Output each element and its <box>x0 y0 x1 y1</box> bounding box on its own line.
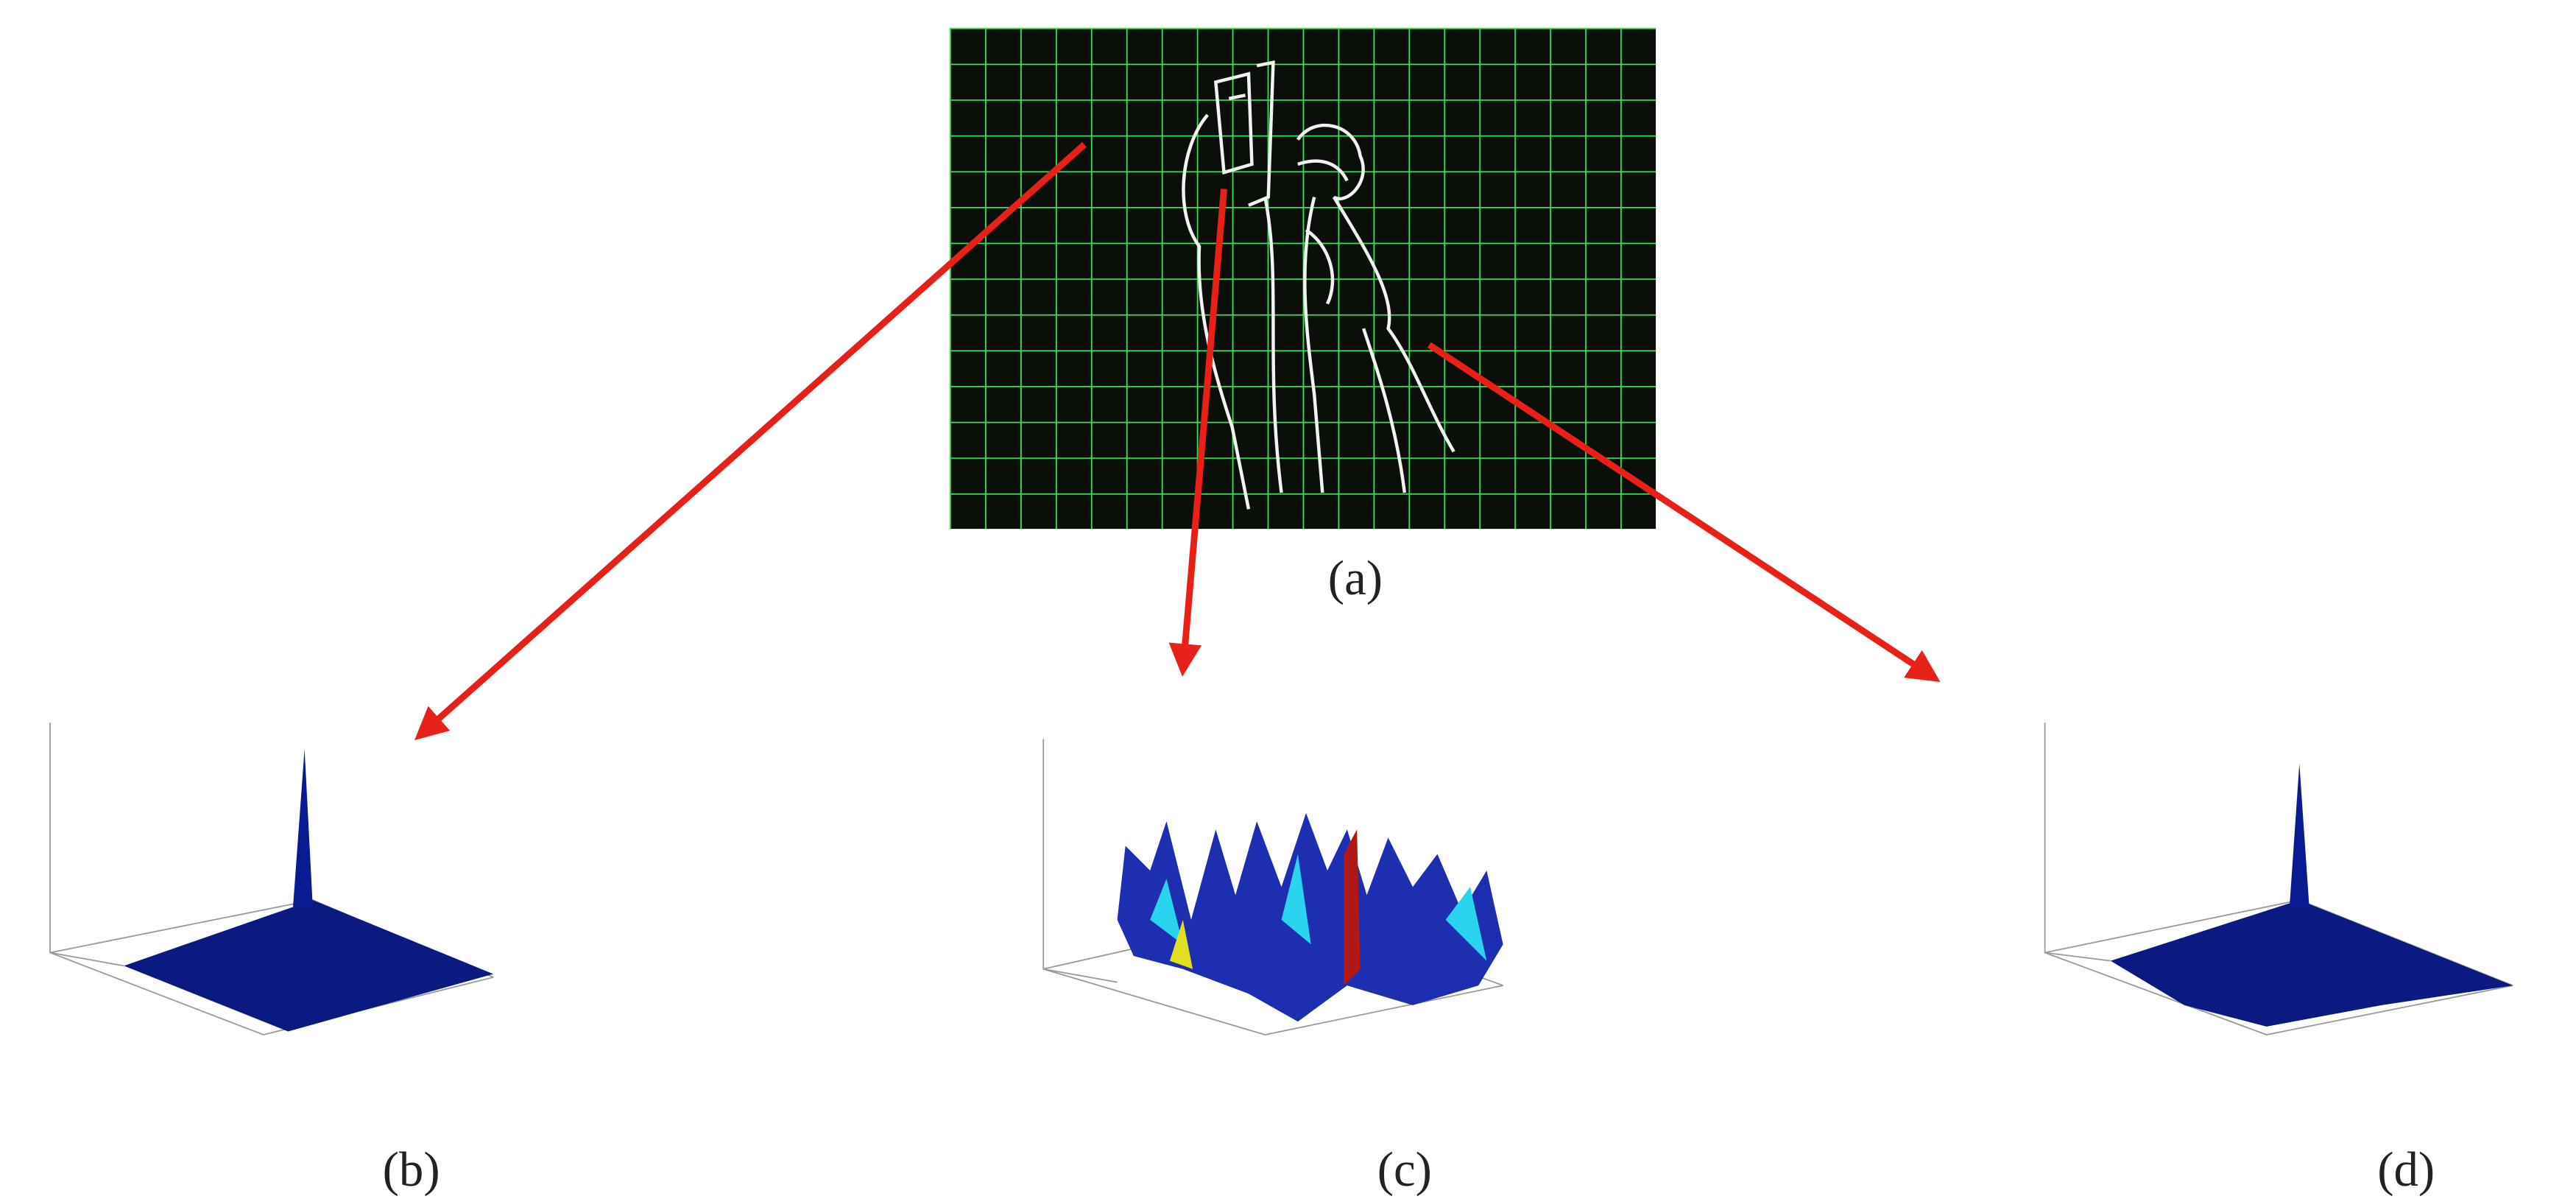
panel-label: (d) <box>2377 1142 2435 1197</box>
surface-plot: (c) <box>1043 739 1503 1197</box>
figure: (a) (b) (c) (d) <box>0 0 2576 1199</box>
panel-label: (a) <box>1328 551 1383 605</box>
surface-plot: (d) <box>2045 722 2513 1197</box>
edge-image: (a) <box>950 28 1656 605</box>
surface-plot: (b) <box>50 722 493 1197</box>
page: (a) (b) (c) (d) (() => { const data = JS… <box>0 0 2576 1199</box>
panel-label: (c) <box>1377 1142 1432 1197</box>
panel-label: (b) <box>383 1142 440 1197</box>
